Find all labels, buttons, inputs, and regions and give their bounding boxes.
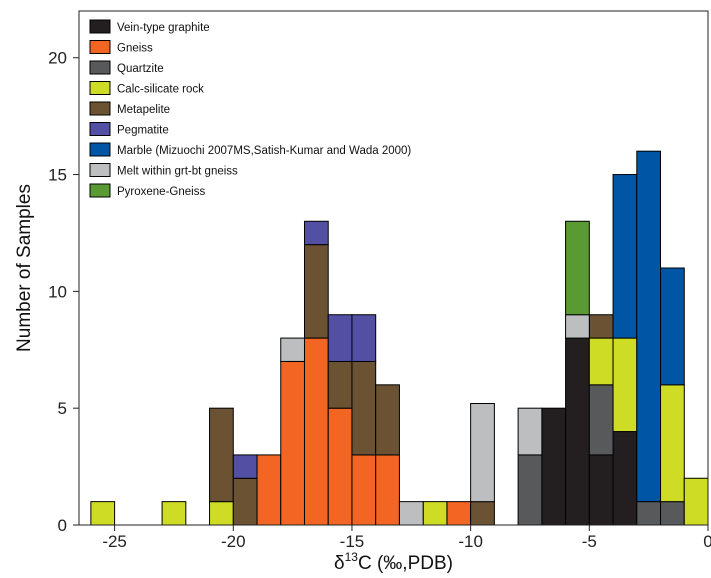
bar-4-bin--5 bbox=[588, 337, 614, 386]
bar-2-bin--17 bbox=[303, 337, 329, 526]
bar-5-bin--21 bbox=[209, 407, 234, 503]
bar-6-bin--17 bbox=[303, 220, 329, 246]
bar-2-bin--18 bbox=[280, 360, 305, 526]
bar-4-bin--23 bbox=[161, 501, 187, 526]
x-axis: -25 -20 -15 -10 -5 0 bbox=[102, 525, 711, 551]
x-tick-label: -15 bbox=[340, 532, 365, 551]
bar-8-bin--13 bbox=[398, 501, 424, 526]
bars-group bbox=[90, 150, 709, 526]
bar-6-bin--20 bbox=[232, 454, 258, 479]
legend-label: Calc-silicate rock bbox=[117, 84, 204, 96]
bar-1-bin--5 bbox=[588, 454, 614, 526]
legend-swatch bbox=[89, 142, 111, 157]
bar-5-bin--16 bbox=[327, 360, 353, 409]
x-tick-label: 0 bbox=[703, 532, 711, 551]
x-axis-title-base: δ bbox=[334, 553, 345, 574]
legend-label: Vein-type graphite bbox=[117, 22, 210, 34]
legend-label: Gneiss bbox=[117, 43, 153, 55]
legend-swatch bbox=[89, 101, 111, 116]
x-tick-label: -10 bbox=[458, 532, 483, 551]
legend-swatch bbox=[89, 60, 111, 75]
bar-1-bin--4 bbox=[612, 431, 638, 526]
legend-label: Metapelite bbox=[117, 104, 170, 116]
bar-1-bin--7 bbox=[541, 407, 567, 526]
bar-4-bin--12 bbox=[422, 501, 448, 526]
y-tick-label: 15 bbox=[48, 166, 67, 185]
legend-label: Pyroxene-Gneiss bbox=[117, 186, 205, 198]
bar-5-bin--17 bbox=[303, 244, 329, 339]
x-tick-label: -20 bbox=[221, 532, 246, 551]
bar-5-bin--15 bbox=[351, 360, 377, 456]
bar-2-bin--11 bbox=[446, 501, 472, 526]
bar-4-bin--4 bbox=[612, 337, 638, 433]
bar-5-bin--20 bbox=[232, 477, 258, 526]
plot-frame bbox=[78, 10, 709, 526]
bar-7-bin--3 bbox=[636, 150, 662, 503]
bar-2-bin--16 bbox=[327, 407, 353, 526]
x-tick-label: -25 bbox=[102, 532, 127, 551]
bar-3-bin--2 bbox=[660, 501, 685, 526]
legend: Vein-type graphite Gneiss Quartzite Calc-si… bbox=[89, 19, 411, 198]
bar-2-bin--14 bbox=[375, 454, 400, 526]
y-axis: 0 5 10 15 20 bbox=[48, 49, 79, 535]
bar-6-bin--16 bbox=[327, 314, 353, 362]
y-axis-title: Number of Samples bbox=[14, 184, 35, 352]
bar-3-bin--8 bbox=[517, 454, 543, 526]
bar-5-bin--10 bbox=[470, 501, 495, 526]
y-tick-label: 20 bbox=[48, 49, 67, 68]
bar-4-bin--21 bbox=[209, 501, 234, 526]
bar-4-bin--2 bbox=[660, 384, 685, 503]
bar-5-bin--5 bbox=[588, 314, 614, 339]
legend-label: Pegmatite bbox=[117, 125, 169, 137]
legend-label: Melt within grt-bt gneiss bbox=[117, 166, 238, 178]
legend-swatch bbox=[89, 183, 111, 198]
legend-swatch bbox=[89, 81, 111, 95]
y-tick-label: 10 bbox=[48, 282, 67, 301]
legend-label: Quartzite bbox=[117, 63, 164, 75]
bar-5-bin--14 bbox=[375, 384, 400, 456]
x-axis-title-rest: C (‰,PDB) bbox=[358, 553, 453, 574]
x-tick-label: -5 bbox=[582, 532, 597, 551]
bar-2-bin--19 bbox=[256, 454, 282, 526]
bar-1-bin--6 bbox=[565, 337, 590, 526]
x-axis-title: δ13C (‰,PDB) bbox=[334, 550, 453, 574]
y-tick-label: 0 bbox=[58, 516, 67, 535]
bar-4-bin--26 bbox=[90, 501, 116, 526]
bar-7-bin--2 bbox=[660, 267, 685, 386]
bar-3-bin--5 bbox=[588, 384, 614, 456]
bar-3-bin--3 bbox=[636, 501, 662, 526]
bar-8-bin--18 bbox=[280, 337, 305, 362]
bar-6-bin--15 bbox=[351, 314, 377, 362]
bar-4-bin--1 bbox=[683, 477, 709, 526]
legend-swatch bbox=[89, 19, 111, 34]
bar-8-bin--8 bbox=[517, 407, 543, 456]
bar-8-bin--6 bbox=[565, 314, 590, 339]
y-tick-label: 5 bbox=[58, 399, 67, 418]
x-axis-title-sup: 13 bbox=[345, 550, 359, 564]
bar-7-bin--4 bbox=[612, 174, 638, 339]
bar-9-bin--6 bbox=[565, 220, 590, 316]
legend-swatch bbox=[89, 163, 111, 177]
legend-swatch bbox=[89, 40, 111, 54]
bar-2-bin--15 bbox=[351, 454, 377, 526]
legend-swatch bbox=[89, 122, 111, 136]
bar-8-bin--10 bbox=[470, 403, 495, 503]
legend-label: Marble (Mizuochi 2007MS,Satish-Kumar and… bbox=[117, 145, 411, 157]
